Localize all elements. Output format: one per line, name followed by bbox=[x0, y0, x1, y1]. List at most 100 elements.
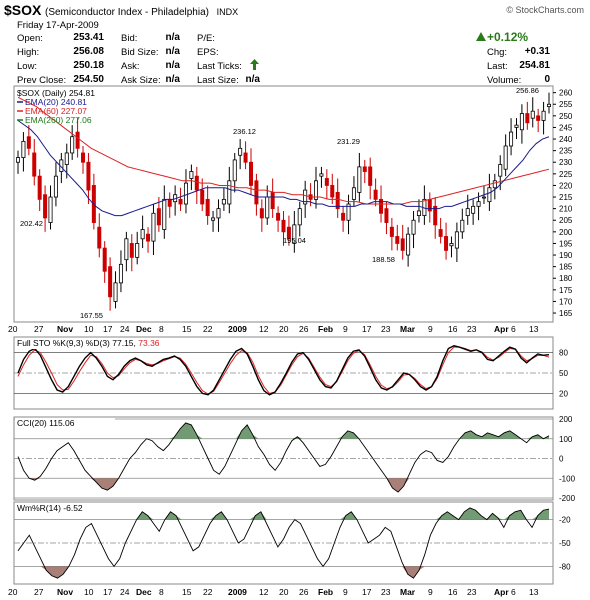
x-tick-label: 23 bbox=[467, 324, 477, 334]
candle-body bbox=[411, 219, 416, 235]
candle-body bbox=[384, 208, 389, 223]
y-tick-label: 205 bbox=[559, 216, 573, 225]
candle-body bbox=[135, 243, 140, 258]
candle-body bbox=[259, 208, 264, 219]
x-tick-label: 23 bbox=[381, 324, 391, 334]
candle-body bbox=[265, 196, 270, 219]
candle-body bbox=[276, 212, 281, 221]
x-tick-label-bottom: 8 bbox=[159, 587, 164, 597]
x-tick-label-bottom: Mar bbox=[400, 587, 416, 597]
y-tick-label: 80 bbox=[559, 349, 568, 358]
x-tick-label-bottom: 10 bbox=[84, 587, 94, 597]
candle-body bbox=[536, 115, 541, 121]
candle-body bbox=[530, 110, 535, 119]
candle-body bbox=[541, 110, 546, 121]
eps-label: EPS: bbox=[197, 47, 219, 58]
y-tick-label: 250 bbox=[559, 112, 573, 121]
candle-body bbox=[221, 198, 226, 205]
chart-title: $SOX (Semiconductor Index - Philadelphia… bbox=[4, 2, 238, 18]
y-tick-label: -20 bbox=[559, 516, 571, 525]
wmr-upper-fill bbox=[18, 507, 549, 520]
candle-body bbox=[449, 243, 454, 247]
candle-body bbox=[427, 198, 432, 212]
y-tick-label: 175 bbox=[559, 286, 573, 295]
x-tick-label: 13 bbox=[529, 324, 539, 334]
candle-body bbox=[140, 229, 145, 240]
candle-body bbox=[26, 136, 31, 149]
x-tick-label: 10 bbox=[84, 324, 94, 334]
candle-body bbox=[102, 247, 107, 272]
y-tick-label: 0 bbox=[559, 455, 564, 464]
candle-body bbox=[400, 238, 405, 251]
prev-close-value: 254.50 bbox=[73, 74, 104, 85]
candle-body bbox=[64, 152, 69, 165]
candle-body bbox=[205, 198, 210, 217]
chg-value: +0.31 bbox=[524, 46, 550, 57]
candle-body bbox=[156, 208, 161, 226]
candle-body bbox=[75, 131, 80, 149]
change-up-icon bbox=[476, 32, 486, 41]
candle-body bbox=[519, 113, 524, 131]
candle-body bbox=[509, 131, 514, 147]
candle-body bbox=[281, 219, 286, 233]
candle-body bbox=[487, 187, 492, 203]
candle-body bbox=[189, 171, 194, 179]
x-tick-label: 26 bbox=[299, 324, 309, 334]
ask-size-label: Ask Size: bbox=[121, 75, 161, 86]
x-tick-label: 8 bbox=[159, 324, 164, 334]
stoch-title: Full STO %K(9,3) %D(3) 77.15, 73.36 bbox=[17, 338, 160, 348]
up-arrow-icon bbox=[250, 59, 259, 70]
last-value: 254.81 bbox=[519, 60, 550, 71]
cci-title-bg bbox=[15, 418, 115, 429]
candle-body bbox=[416, 210, 421, 217]
candle-body bbox=[286, 226, 291, 240]
x-tick-label-bottom: Feb bbox=[318, 587, 333, 597]
stoch-title-bg bbox=[15, 338, 205, 349]
bid-size-label: Bid Size: bbox=[121, 47, 159, 58]
price-annotation: 236.12 bbox=[233, 127, 256, 136]
price-annotation: 231.29 bbox=[337, 137, 360, 146]
stoch-k-line bbox=[17, 345, 550, 396]
y-tick-label: -50 bbox=[559, 539, 571, 548]
y-tick-label: 235 bbox=[559, 147, 573, 156]
candle-body bbox=[406, 233, 411, 256]
cci-title: CCI(20) 115.06 bbox=[17, 418, 75, 428]
candle-body bbox=[368, 166, 373, 186]
wmr-lower-fill bbox=[18, 566, 549, 579]
y-tick-label: 50 bbox=[559, 369, 568, 378]
price-annotation: 256.86 bbox=[516, 86, 539, 95]
y-tick-label: 170 bbox=[559, 297, 573, 306]
chg-label: Chg: bbox=[487, 47, 508, 58]
candle-body bbox=[335, 191, 340, 210]
last-ticks-label: Last Ticks: bbox=[197, 61, 242, 72]
x-tick-label-bottom: 15 bbox=[182, 587, 192, 597]
bid-value: n/a bbox=[165, 32, 180, 43]
candle-body bbox=[227, 180, 232, 205]
candle-body bbox=[492, 180, 497, 189]
candle-body bbox=[146, 233, 151, 242]
wmr-line bbox=[17, 507, 550, 579]
x-tick-label: 2009 bbox=[228, 324, 247, 334]
candle-body bbox=[270, 191, 275, 210]
x-tick-label: 15 bbox=[182, 324, 192, 334]
y-tick-label: 195 bbox=[559, 239, 573, 248]
y-tick-label: 260 bbox=[559, 89, 573, 98]
candle-body bbox=[379, 198, 384, 214]
bid-label: Bid: bbox=[121, 33, 138, 44]
copyright: © StockCharts.com bbox=[506, 5, 584, 15]
candle-body bbox=[48, 196, 53, 223]
x-tick-label: 17 bbox=[362, 324, 372, 334]
exchange: INDX bbox=[216, 7, 239, 17]
candle-body bbox=[37, 175, 42, 200]
last-size-value: n/a bbox=[245, 74, 260, 85]
price-annotation: 195.04 bbox=[283, 236, 306, 245]
y-tick-label: 190 bbox=[559, 251, 573, 260]
candle-body bbox=[113, 282, 118, 302]
x-tick-label-bottom: 12 bbox=[259, 587, 269, 597]
candle-body bbox=[53, 175, 58, 198]
x-tick-label-bottom: 22 bbox=[203, 587, 213, 597]
x-tick-label: 12 bbox=[259, 324, 269, 334]
candle-body bbox=[319, 173, 324, 177]
ema20-line bbox=[17, 120, 550, 217]
candle-body bbox=[32, 152, 37, 177]
